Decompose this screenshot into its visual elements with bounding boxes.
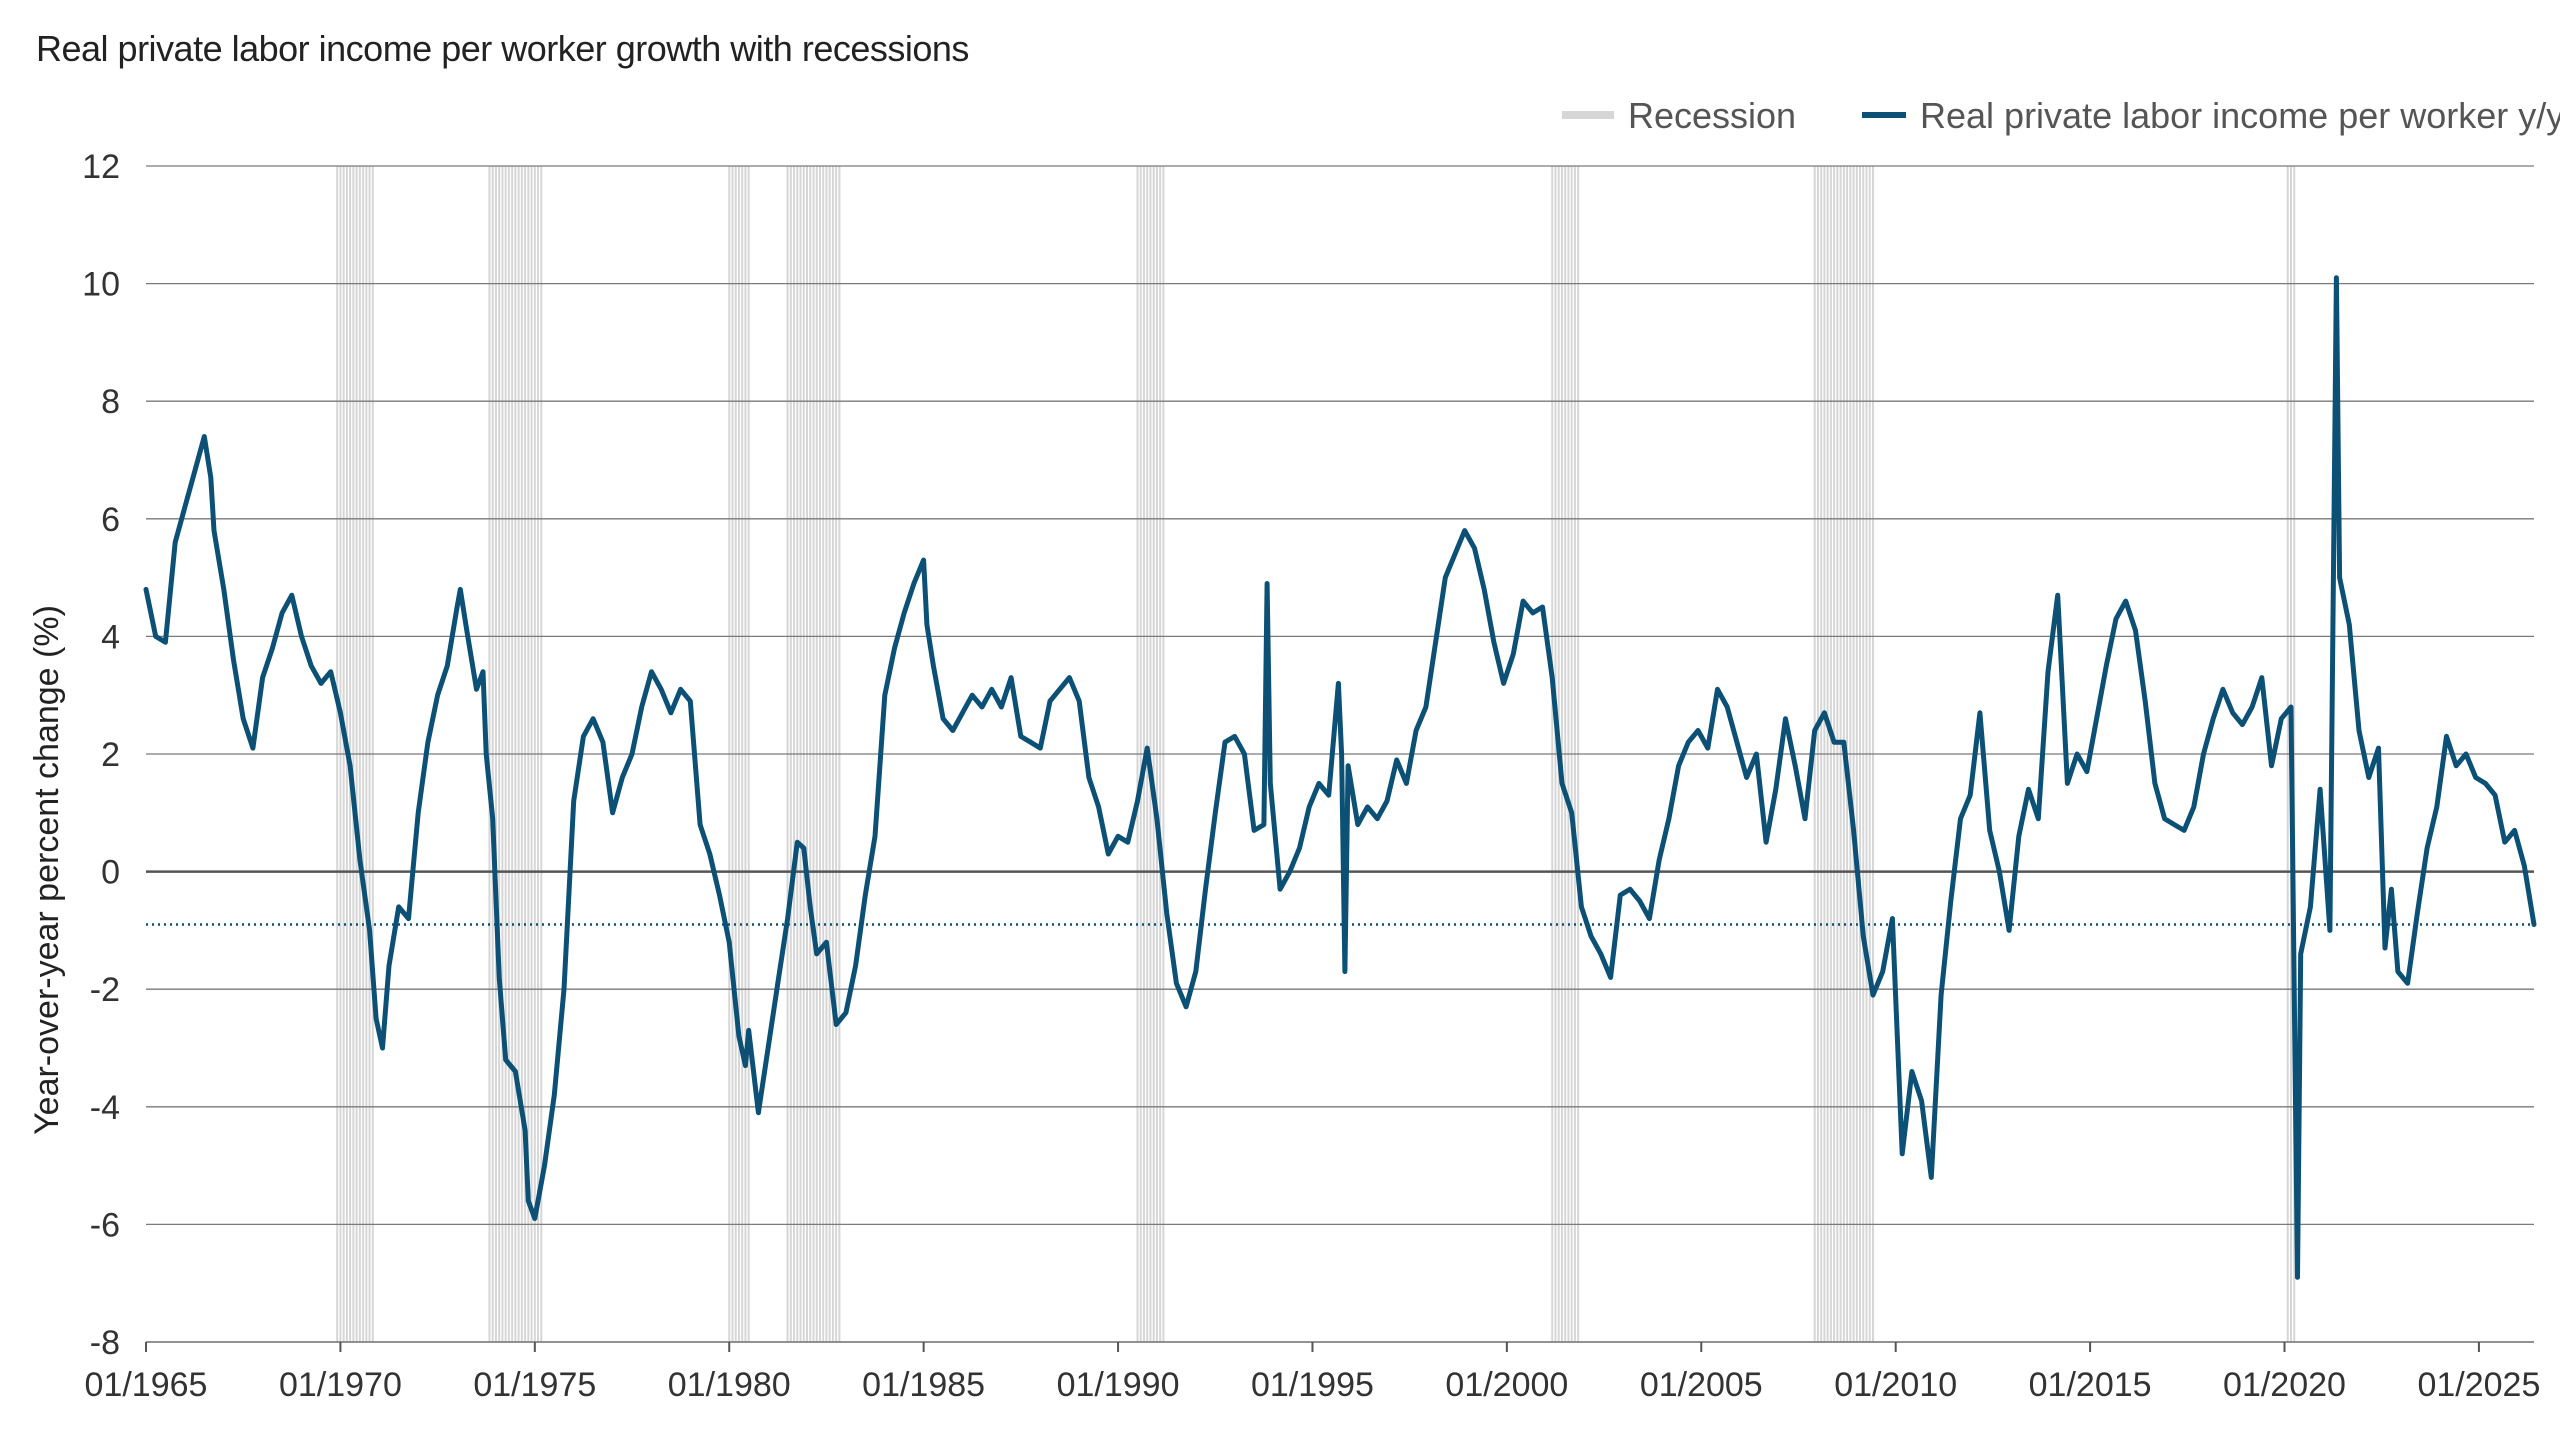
y-tick-label: 8 xyxy=(101,383,120,421)
legend: Recession Real private labor income per w… xyxy=(1562,95,2560,136)
y-tick-label: 0 xyxy=(101,854,120,892)
x-tick-label: 01/2005 xyxy=(1640,1366,1763,1404)
legend-label: Real private labor income per worker y/y xyxy=(1920,95,2560,136)
x-tick-label: 01/2025 xyxy=(2417,1366,2540,1404)
x-tick-label: 01/1990 xyxy=(1057,1366,1180,1404)
y-tick-label: -2 xyxy=(90,971,120,1009)
x-tick-label: 01/2000 xyxy=(1445,1366,1568,1404)
y-tick-label: 6 xyxy=(101,501,120,539)
legend-label: Recession xyxy=(1628,95,1796,136)
y-tick-label: -4 xyxy=(90,1089,120,1127)
series-line xyxy=(143,275,2537,1280)
y-axis-title: Year-over-year percent change (%) xyxy=(28,605,66,1135)
x-tick-label: 01/1995 xyxy=(1251,1366,1374,1404)
y-axis-ticks: 12 10 8 6 4 2 0 -2 -4 -6 -8 xyxy=(82,148,120,1362)
legend-item-series: Real private labor income per worker y/y xyxy=(1862,95,2560,136)
y-tick-label: 4 xyxy=(101,618,120,656)
x-tick-label: 01/2020 xyxy=(2223,1366,2346,1404)
y-tick-label: 10 xyxy=(82,266,120,304)
y-tick-label: -6 xyxy=(90,1206,120,1244)
x-tick-label: 01/2010 xyxy=(1834,1366,1957,1404)
chart-title: Real private labor income per worker gro… xyxy=(36,28,969,69)
y-tick-label: 2 xyxy=(101,736,120,774)
x-tick-label: 01/1965 xyxy=(85,1366,208,1404)
x-tick-label: 01/1980 xyxy=(668,1366,791,1404)
legend-item-recession: Recession xyxy=(1562,95,1796,136)
x-axis-ticks: 01/1965 01/1970 01/1975 01/1980 01/1985 01/19… xyxy=(85,1342,2540,1404)
gridlines xyxy=(146,165,2534,1343)
x-tick-label: 01/1970 xyxy=(279,1366,402,1404)
x-tick-label: 01/2015 xyxy=(2029,1366,2152,1404)
x-tick-label: 01/1975 xyxy=(473,1366,596,1404)
y-tick-label: -8 xyxy=(90,1324,120,1362)
y-tick-label: 12 xyxy=(82,148,120,186)
x-tick-label: 01/1985 xyxy=(862,1366,985,1404)
series-layer xyxy=(143,275,2537,1280)
